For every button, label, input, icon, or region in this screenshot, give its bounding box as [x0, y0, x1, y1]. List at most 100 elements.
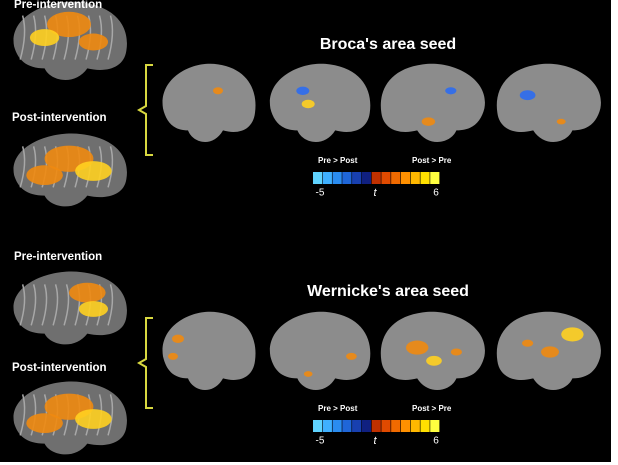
colorbar-segment — [400, 420, 411, 432]
colorbar-left-label: Pre > Post — [318, 156, 358, 165]
brain-fold — [107, 394, 114, 436]
brain-image — [13, 1, 127, 81]
colorbar-left-label: Pre > Post — [318, 404, 358, 413]
colorbar-segment — [322, 420, 332, 432]
brain-image — [269, 63, 371, 143]
brain-surface — [269, 63, 371, 143]
brain-image — [13, 133, 127, 207]
colorbar-segment — [430, 420, 440, 432]
activation-blob — [303, 371, 313, 377]
brain-fold — [30, 394, 37, 436]
brain-fold — [19, 15, 26, 60]
colorbar-segment — [313, 420, 323, 432]
colorbar-max: 6 — [433, 436, 439, 447]
brain-fold — [107, 284, 114, 326]
colorbar-segment — [420, 420, 430, 432]
activation-blob — [69, 282, 106, 303]
bracket — [136, 317, 153, 409]
brain-fold — [107, 15, 114, 60]
colorbar-max: 6 — [433, 188, 439, 199]
activation-blob — [213, 87, 223, 95]
colorbar-segment — [371, 172, 381, 184]
activation-blob — [346, 352, 357, 360]
colorbar-segment — [430, 172, 440, 184]
colorbar-segment — [371, 420, 381, 432]
brain-fold — [30, 284, 37, 326]
activation-blob — [26, 165, 63, 185]
brain-image — [496, 63, 601, 143]
activation-blob — [426, 355, 442, 366]
brain-fold — [52, 284, 59, 326]
brain-surface — [269, 311, 371, 391]
brain-fold — [19, 146, 26, 188]
brain-image — [269, 311, 371, 391]
post-intervention-label: Post-intervention — [12, 362, 107, 374]
activation-blob — [47, 11, 91, 38]
brain-image — [13, 271, 127, 345]
colorbar-segment — [361, 172, 372, 184]
post-intervention-label: Post-intervention — [12, 112, 107, 124]
colorbar-segment — [391, 420, 401, 432]
activation-blob — [78, 301, 109, 317]
brain-surface — [496, 63, 601, 143]
activation-blob — [541, 346, 559, 358]
activation-blob — [78, 33, 109, 51]
pre-intervention-label: Pre-intervention — [14, 0, 102, 11]
colorbar-segment — [420, 172, 430, 184]
colorbar-segment — [361, 420, 372, 432]
colorbar-segment — [410, 172, 420, 184]
brain-fold — [107, 146, 114, 188]
brain-image — [13, 381, 127, 455]
activation-blob — [561, 327, 584, 342]
brain-fold — [41, 284, 48, 326]
activation-blob — [450, 348, 462, 356]
brain-image — [162, 311, 256, 391]
colorbar-segment — [381, 172, 391, 184]
colorbar-segment — [391, 172, 401, 184]
colorbar-right-label: Post > Pre — [412, 156, 452, 165]
colorbar-segment — [342, 420, 352, 432]
activation-blob — [406, 340, 429, 355]
colorbar-symbol: t — [373, 187, 377, 199]
colorbar-segment — [313, 172, 323, 184]
brain-surface — [162, 311, 256, 391]
colorbar-segment — [332, 420, 342, 432]
colorbar-segment — [322, 172, 332, 184]
colorbar-min: -5 — [316, 436, 325, 447]
pre-intervention-label: Pre-intervention — [14, 251, 102, 263]
brain-image — [380, 63, 485, 143]
seed-title: Broca's area seed — [320, 36, 456, 53]
activation-blob — [556, 118, 566, 125]
brain-surface — [13, 1, 127, 81]
colorbar-segment — [381, 420, 391, 432]
activation-blob — [445, 87, 457, 95]
activation-blob — [172, 334, 184, 344]
brain-image — [380, 311, 485, 391]
colorbar-segment — [352, 420, 362, 432]
colorbar-segment — [332, 172, 342, 184]
brain-surface — [380, 63, 485, 143]
brain-surface — [162, 63, 256, 143]
colorbar-right-label: Post > Pre — [412, 404, 452, 413]
activation-blob — [296, 86, 310, 96]
activation-blob — [29, 29, 60, 47]
brain-fold — [19, 394, 26, 436]
brain-fold — [30, 146, 37, 188]
activation-blob — [301, 99, 315, 109]
activation-blob — [421, 117, 436, 126]
activation-blob — [519, 90, 536, 101]
brain-image — [162, 63, 256, 143]
colorbar-min: -5 — [316, 188, 325, 199]
bracket — [136, 64, 153, 156]
colorbar-segment — [352, 172, 362, 184]
brain-image — [496, 311, 601, 391]
brain-fold — [19, 284, 26, 326]
colorbar-segment — [410, 420, 420, 432]
colorbar-symbol: t — [373, 435, 377, 447]
brain-fold — [63, 284, 70, 326]
activation-blob — [26, 413, 63, 433]
colorbar-segment — [342, 172, 352, 184]
activation-blob — [168, 352, 178, 360]
seed-title: Wernicke's area seed — [307, 283, 469, 300]
